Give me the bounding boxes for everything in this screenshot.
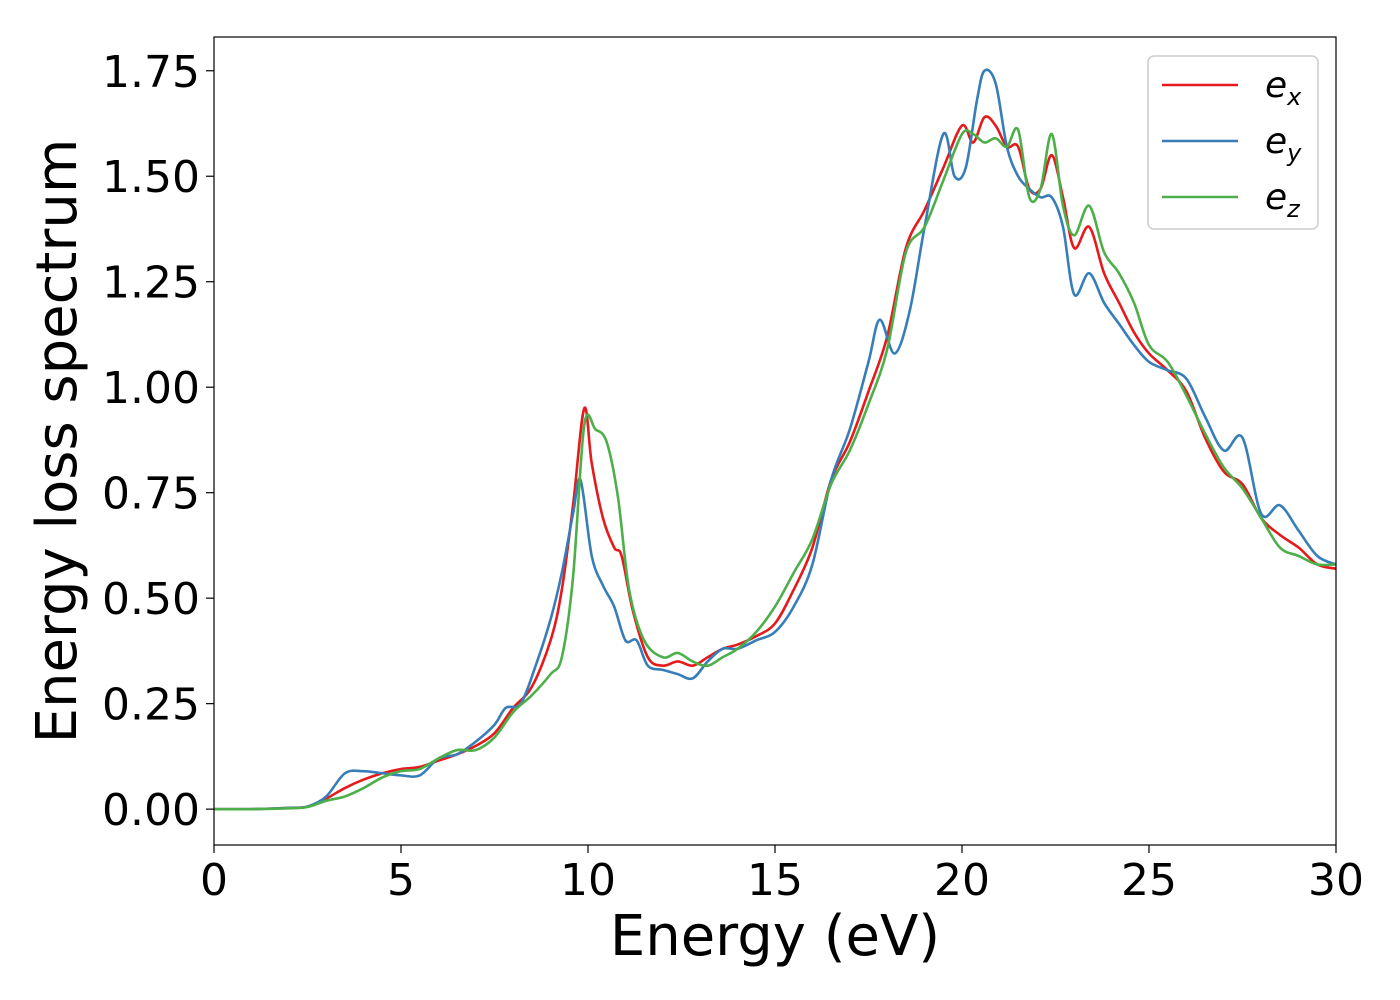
x-axis: 0 5 10 15 20 25 30 bbox=[200, 845, 1364, 906]
legend: ex ey ez bbox=[1147, 55, 1319, 230]
series-line-z bbox=[214, 126, 1336, 811]
series-line-y bbox=[214, 68, 1336, 811]
y-axis-title: Energy loss spectrum bbox=[25, 139, 90, 744]
y-tick-label: 1.50 bbox=[102, 152, 200, 203]
legend-frame bbox=[1147, 55, 1319, 230]
y-tick-label: 0.25 bbox=[102, 680, 200, 731]
x-tick-label: 0 bbox=[200, 855, 228, 906]
x-axis-title: Energy (eV) bbox=[610, 904, 940, 969]
legend-label-x: ex bbox=[1265, 65, 1302, 111]
y-tick-label: 0.50 bbox=[102, 574, 200, 625]
x-tick-label: 10 bbox=[560, 855, 616, 906]
x-tick-label: 30 bbox=[1308, 855, 1364, 906]
y-tick-label: 1.75 bbox=[102, 47, 200, 98]
series-layer bbox=[214, 68, 1336, 811]
x-tick-label: 15 bbox=[747, 855, 803, 906]
y-tick-label: 1.00 bbox=[102, 363, 200, 414]
x-tick-label: 20 bbox=[934, 855, 990, 906]
y-tick-label: 0.00 bbox=[102, 785, 200, 836]
y-tick-label: 0.75 bbox=[102, 469, 200, 520]
y-tick-label: 1.25 bbox=[102, 258, 200, 309]
legend-label-z: ez bbox=[1265, 177, 1301, 223]
x-tick-label: 25 bbox=[1121, 855, 1177, 906]
legend-label-y: ey bbox=[1265, 121, 1302, 167]
x-tick-label: 5 bbox=[387, 855, 415, 906]
y-axis: 0.00 0.25 0.50 0.75 1.00 1.25 1.50 1.75 bbox=[102, 47, 214, 836]
